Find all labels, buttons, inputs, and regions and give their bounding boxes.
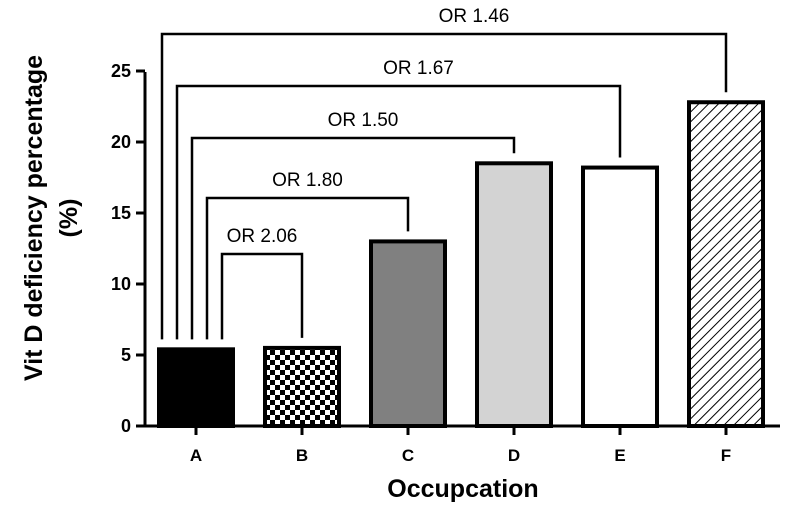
or-bracket <box>160 32 728 340</box>
or-bracket <box>205 196 410 340</box>
or-label: OR 1.67 <box>383 58 454 79</box>
y-tick-label: 20 <box>111 132 131 152</box>
y-tick-label: 0 <box>121 416 131 436</box>
y-axis-title: Vit D deficiency percentage (%) <box>20 55 83 381</box>
bar-A <box>157 347 235 429</box>
or-bracket <box>190 136 516 340</box>
y-axis-title-line1: Vit D deficiency percentage <box>20 55 48 381</box>
or-label: OR 2.06 <box>227 226 298 247</box>
x-ticks: A B C D E F <box>190 426 731 465</box>
y-tick-label: 10 <box>111 274 131 294</box>
or-label: OR 1.80 <box>272 170 343 191</box>
bar-C <box>369 239 447 428</box>
y-ticks: 0 5 10 15 20 25 <box>111 61 145 436</box>
or-bracket <box>175 84 622 340</box>
y-tick-label: 25 <box>111 61 131 81</box>
x-tick-label: C <box>402 446 414 465</box>
x-tick-label: D <box>508 446 520 465</box>
x-tick-label: E <box>614 446 625 465</box>
y-tick-label: 5 <box>121 345 131 365</box>
x-tick-label: B <box>296 446 308 465</box>
y-tick-label: 15 <box>111 203 131 223</box>
x-tick-label: A <box>190 446 202 465</box>
or-brackets: OR 2.06 OR 1.80 OR 1.50 OR 1.67 OR 1.46 <box>160 6 728 340</box>
axes <box>143 72 780 428</box>
x-tick-label: F <box>721 446 731 465</box>
bar-F <box>687 100 765 429</box>
bar-D <box>475 161 553 429</box>
bars <box>157 100 765 429</box>
or-label: OR 1.46 <box>439 6 510 27</box>
or-label: OR 1.50 <box>328 110 399 131</box>
bar-E <box>581 165 659 428</box>
y-axis-title-line2: (%) <box>55 199 83 238</box>
bar-B <box>263 345 341 428</box>
or-bracket <box>220 252 304 340</box>
x-axis-title: Occupcation <box>387 475 538 503</box>
